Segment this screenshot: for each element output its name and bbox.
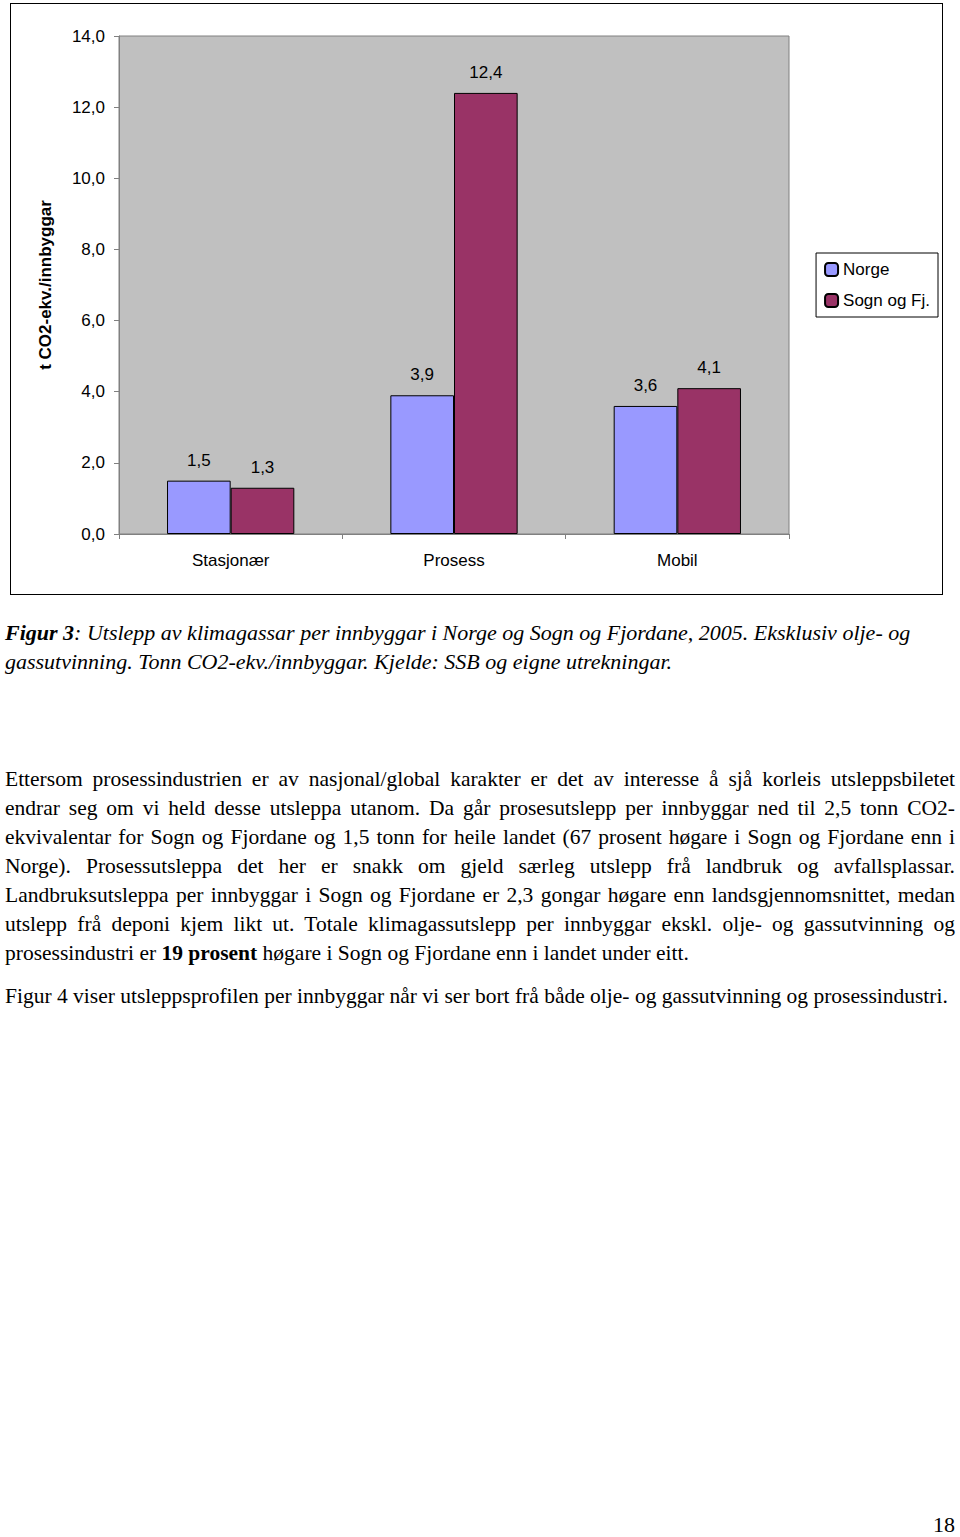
html-text:Ettersom prosessindustrien er: Ettersom prosessindustrien er av nasjona… [5, 767, 955, 965]
svg-text:3,9: 3,9 [410, 365, 434, 384]
svg-text:2,0: 2,0 [81, 453, 105, 472]
svg-text:4,1: 4,1 [697, 358, 721, 377]
svg-text:Stasjonær: Stasjonær [192, 551, 270, 570]
html-text:Figur 4 viser utsleppsprofilen: Figur 4 viser utsleppsprofilen per innby… [5, 984, 948, 1008]
svg-text:0,0: 0,0 [81, 525, 105, 544]
html-text:Figur 3: Utslepp av klimagassa: Figur 3: Utslepp av klimagassar per innb… [5, 620, 911, 674]
svg-text:8,0: 8,0 [81, 240, 105, 259]
svg-text:12,0: 12,0 [72, 98, 105, 117]
svg-text:14,0: 14,0 [72, 27, 105, 46]
svg-text:12,4: 12,4 [469, 63, 502, 82]
svg-text:1,3: 1,3 [251, 458, 275, 477]
svg-text:Prosess: Prosess [423, 551, 484, 570]
svg-text:4,0: 4,0 [81, 382, 105, 401]
html-text:18: 18 [933, 1512, 955, 1537]
svg-text:Mobil: Mobil [657, 551, 698, 570]
svg-text:10,0: 10,0 [72, 169, 105, 188]
svg-text:6,0: 6,0 [81, 311, 105, 330]
svg-text:Sogn og Fj.: Sogn og Fj. [843, 291, 930, 310]
svg-text:3,6: 3,6 [634, 376, 658, 395]
svg-text:1,5: 1,5 [187, 451, 211, 470]
svg-text:t CO2-ekv./innbyggar: t CO2-ekv./innbyggar [36, 200, 55, 370]
svg-text:Norge: Norge [843, 260, 889, 279]
